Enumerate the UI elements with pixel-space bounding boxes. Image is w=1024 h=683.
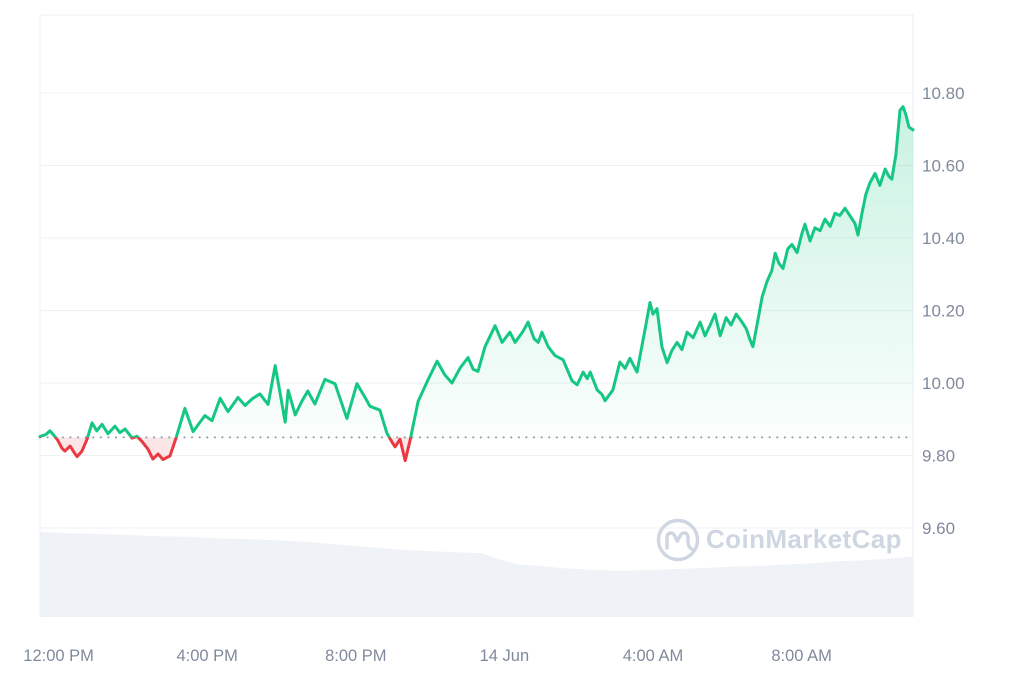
y-axis-label: 9.60 (922, 519, 955, 538)
y-axis-label: 9.80 (922, 447, 955, 466)
coinmarketcap-logo-icon (656, 518, 700, 562)
y-axis-label: 10.80 (922, 84, 965, 103)
y-axis-label: 10.00 (922, 374, 965, 393)
y-axis-label: 10.60 (922, 157, 965, 176)
x-axis-label: 12:00 PM (23, 647, 94, 665)
volume-area (40, 532, 913, 617)
x-axis-label: 8:00 PM (325, 647, 386, 665)
y-axis-label: 10.40 (922, 229, 965, 248)
axis-labels: 10.80 10.60 10.40 10.20 10.00 9.80 9.60 12:00 P… (23, 84, 964, 665)
price-line (38, 105, 915, 463)
y-axis-label: 10.20 (922, 302, 965, 321)
x-axis-label: 8:00 AM (771, 647, 832, 665)
x-axis-label: 4:00 AM (623, 647, 684, 665)
x-axis-label: 4:00 PM (176, 647, 237, 665)
x-axis-label: 14 Jun (480, 647, 530, 665)
watermark-text: CoinMarketCap (706, 524, 902, 554)
coinmarketcap-watermark: CoinMarketCap (656, 518, 902, 562)
